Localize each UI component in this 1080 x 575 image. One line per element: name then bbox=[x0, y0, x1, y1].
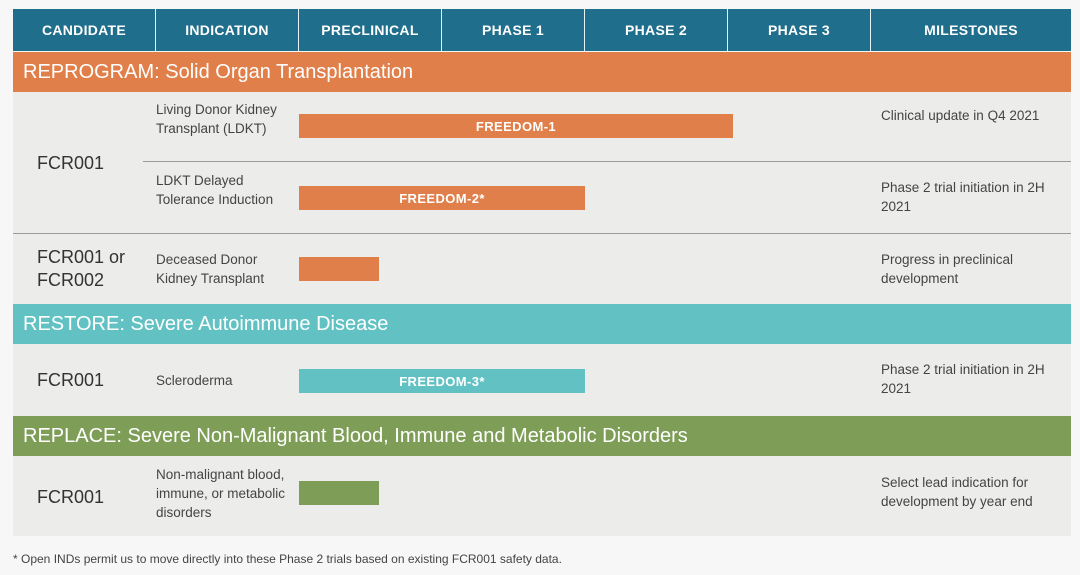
milestone-label: Clinical update in Q4 2021 bbox=[881, 108, 1040, 123]
indication-label: Non-malignant blood, immune, or metaboli… bbox=[156, 467, 286, 520]
indication-label: LDKT Delayed Tolerance Induction bbox=[156, 173, 274, 207]
progress-bar-non-malignant bbox=[299, 481, 379, 505]
col-phase-3: PHASE 3 bbox=[728, 9, 871, 51]
col-candidate: CANDIDATE bbox=[13, 9, 156, 51]
progress-bar-freedom-3: FREEDOM-3* bbox=[299, 369, 585, 393]
candidate-label: FCR001 bbox=[37, 370, 105, 390]
candidate-label: FCR001 or FCR002 bbox=[37, 247, 126, 290]
candidate-label: FCR001 bbox=[37, 487, 105, 507]
restore-block: FCR001 Scleroderma FREEDOM-3* Phase 2 tr… bbox=[13, 344, 1071, 416]
milestone-label: Phase 2 trial initiation in 2H 2021 bbox=[881, 362, 1045, 396]
section-replace: REPLACE: Severe Non-Malignant Blood, Imm… bbox=[13, 416, 1071, 456]
pipeline-header: CANDIDATE INDICATION PRECLINICAL PHASE 1… bbox=[13, 9, 1071, 51]
replace-block: FCR001 Non-malignant blood, immune, or m… bbox=[13, 456, 1071, 536]
col-phase-2: PHASE 2 bbox=[585, 9, 728, 51]
progress-bar-deceased-donor bbox=[299, 257, 379, 281]
section-restore: RESTORE: Severe Autoimmune Disease bbox=[13, 304, 1071, 344]
progress-bar-freedom-1: FREEDOM-1 bbox=[299, 114, 733, 138]
indication-label: Deceased Donor Kidney Transplant bbox=[156, 252, 265, 286]
row-divider bbox=[13, 233, 1071, 234]
milestone-label: Phase 2 trial initiation in 2H 2021 bbox=[881, 180, 1045, 214]
reprogram-block: FCR001 Living Donor Kidney Transplant (L… bbox=[13, 92, 1071, 233]
col-indication: INDICATION bbox=[156, 9, 299, 51]
indication-label: Scleroderma bbox=[156, 373, 233, 388]
col-preclinical: PRECLINICAL bbox=[299, 9, 442, 51]
milestone-label: Progress in preclinical development bbox=[881, 252, 1014, 286]
indication-label: Living Donor Kidney Transplant (LDKT) bbox=[156, 102, 277, 136]
section-reprogram: REPROGRAM: Solid Organ Transplantation bbox=[13, 52, 1071, 92]
reprogram-block-2: FCR001 or FCR002 Deceased Donor Kidney T… bbox=[13, 234, 1071, 304]
footnote: * Open INDs permit us to move directly i… bbox=[13, 552, 562, 566]
col-milestones: MILESTONES bbox=[871, 9, 1071, 51]
progress-bar-freedom-2: FREEDOM-2* bbox=[299, 186, 585, 210]
candidate-label: FCR001 bbox=[37, 153, 105, 173]
col-phase-1: PHASE 1 bbox=[442, 9, 585, 51]
row-divider bbox=[143, 161, 1071, 162]
milestone-label: Select lead indication for development b… bbox=[881, 475, 1033, 509]
